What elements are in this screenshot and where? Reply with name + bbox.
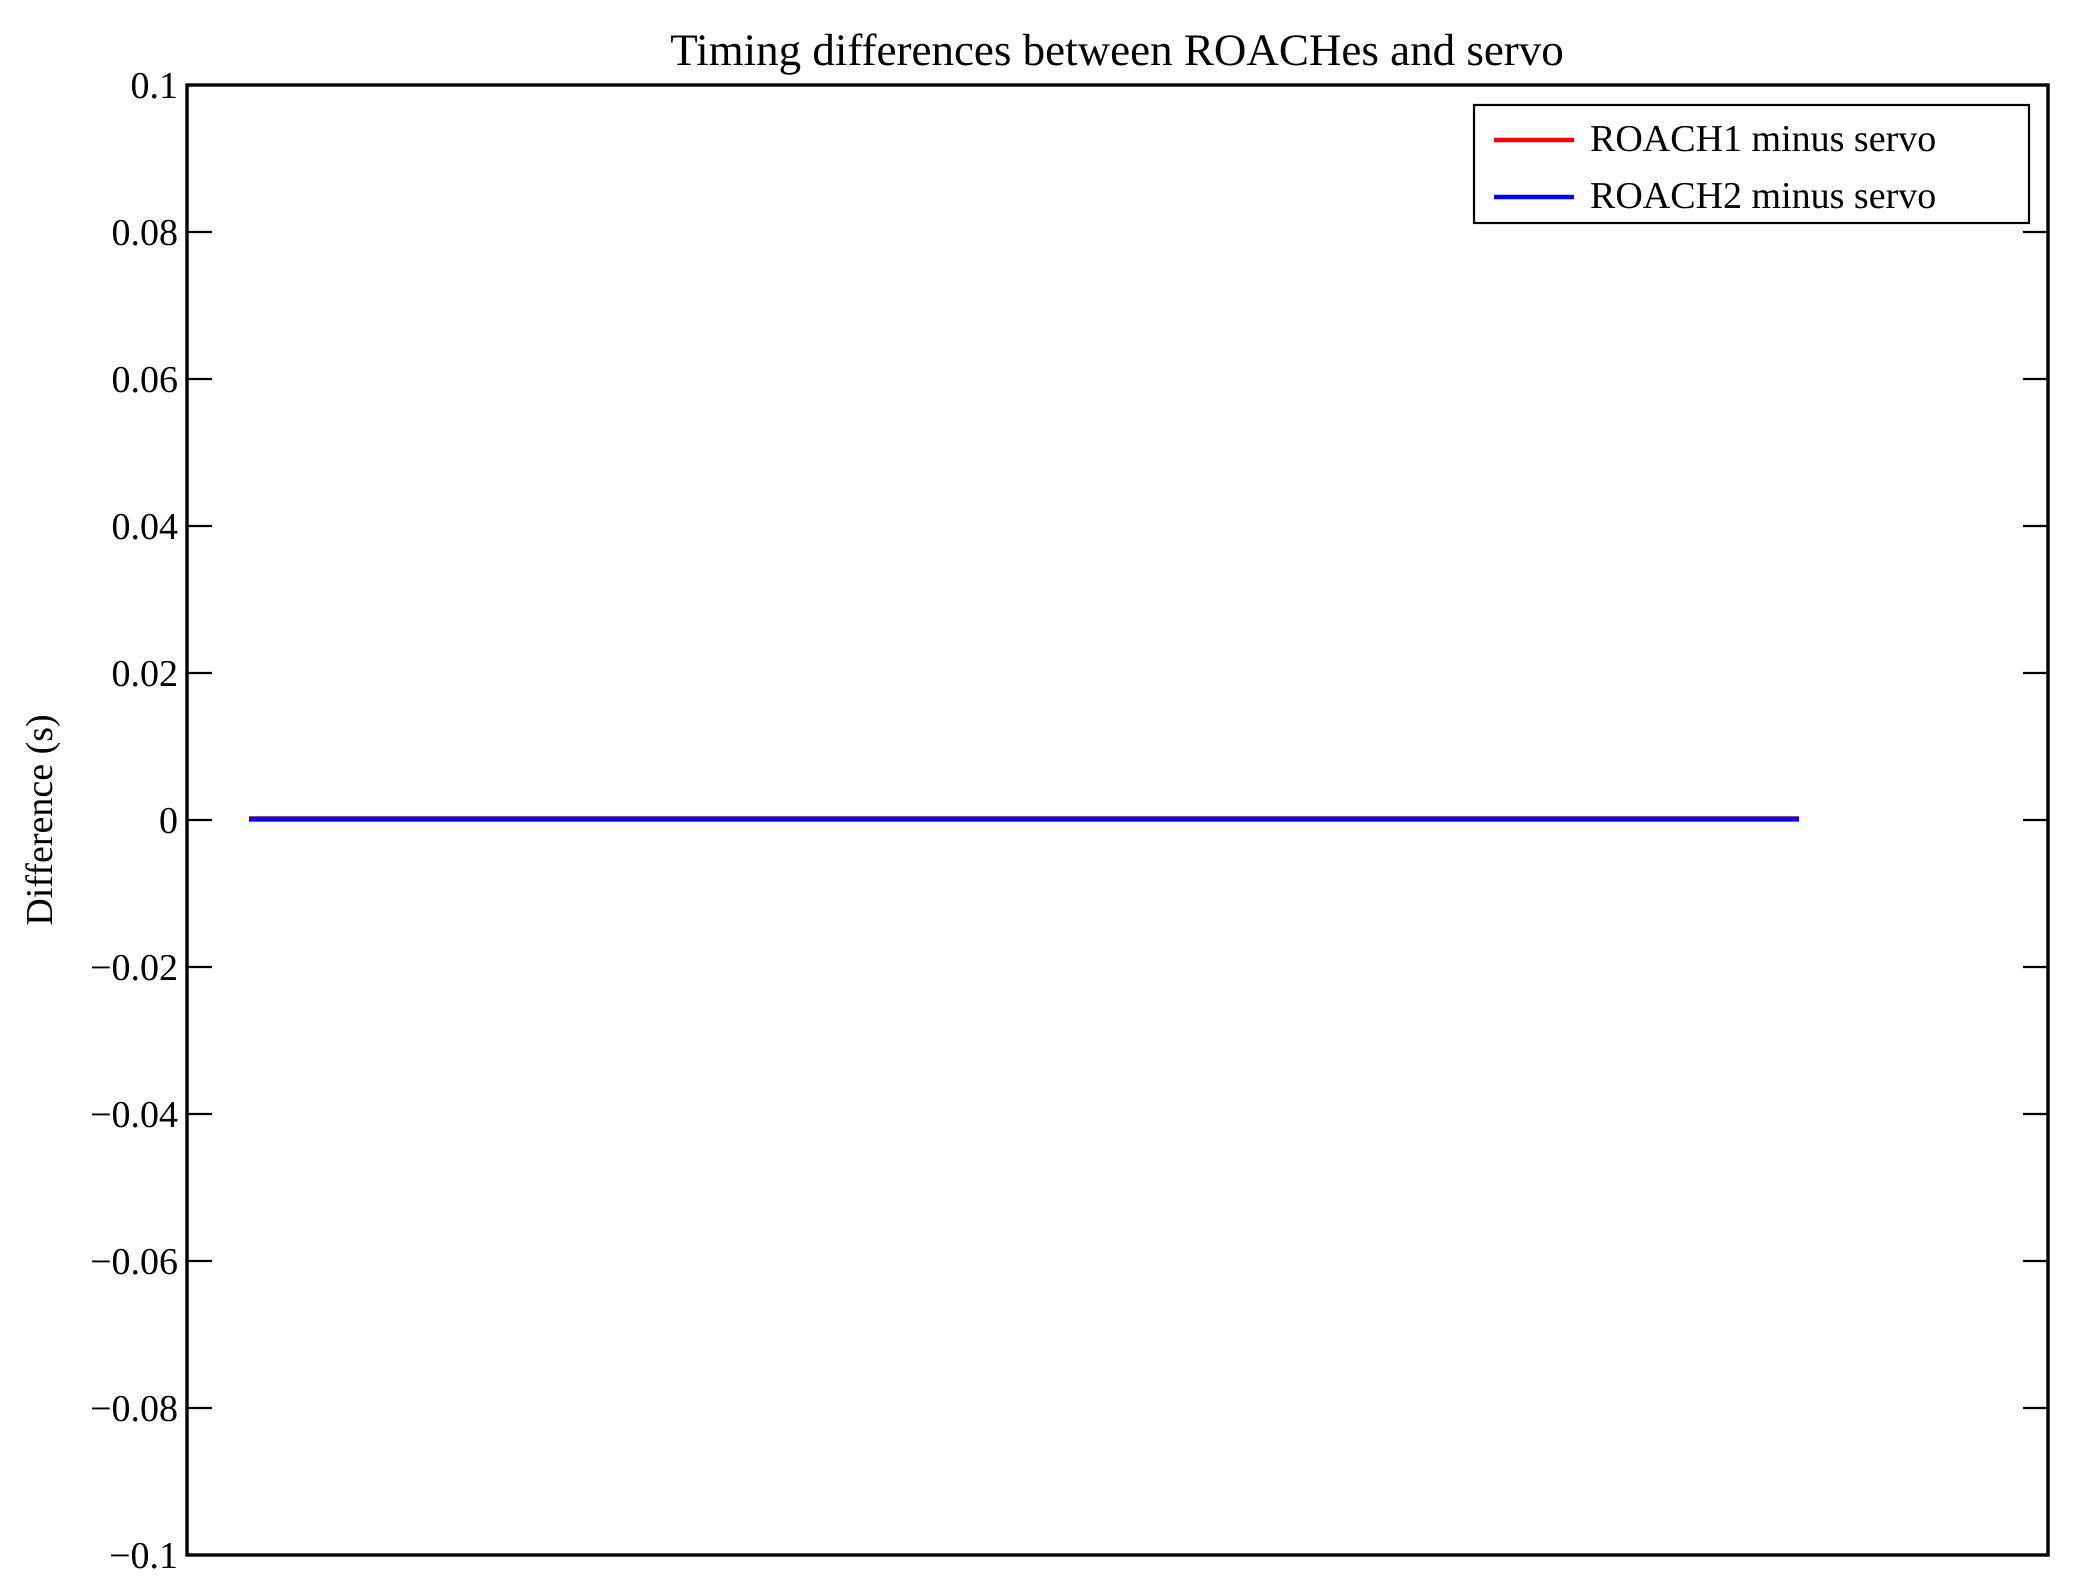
svg-text:−0.1: −0.1 (109, 1535, 178, 1577)
svg-text:0.1: 0.1 (131, 65, 179, 107)
svg-text:0.04: 0.04 (112, 506, 179, 548)
svg-text:0: 0 (159, 800, 178, 842)
svg-text:−0.08: −0.08 (90, 1388, 178, 1430)
svg-text:0.06: 0.06 (112, 359, 179, 401)
svg-text:−0.04: −0.04 (90, 1094, 178, 1136)
svg-text:0.02: 0.02 (112, 653, 179, 695)
svg-text:Timing differences between ROA: Timing differences between ROACHes and s… (670, 25, 1564, 75)
svg-text:ROACH1 minus servo: ROACH1 minus servo (1590, 118, 1936, 160)
svg-text:0.08: 0.08 (112, 212, 179, 254)
svg-text:−0.02: −0.02 (90, 947, 178, 989)
svg-text:Difference (s): Difference (s) (19, 714, 61, 925)
svg-text:ROACH2 minus servo: ROACH2 minus servo (1590, 175, 1936, 217)
svg-text:−0.06: −0.06 (90, 1241, 178, 1283)
